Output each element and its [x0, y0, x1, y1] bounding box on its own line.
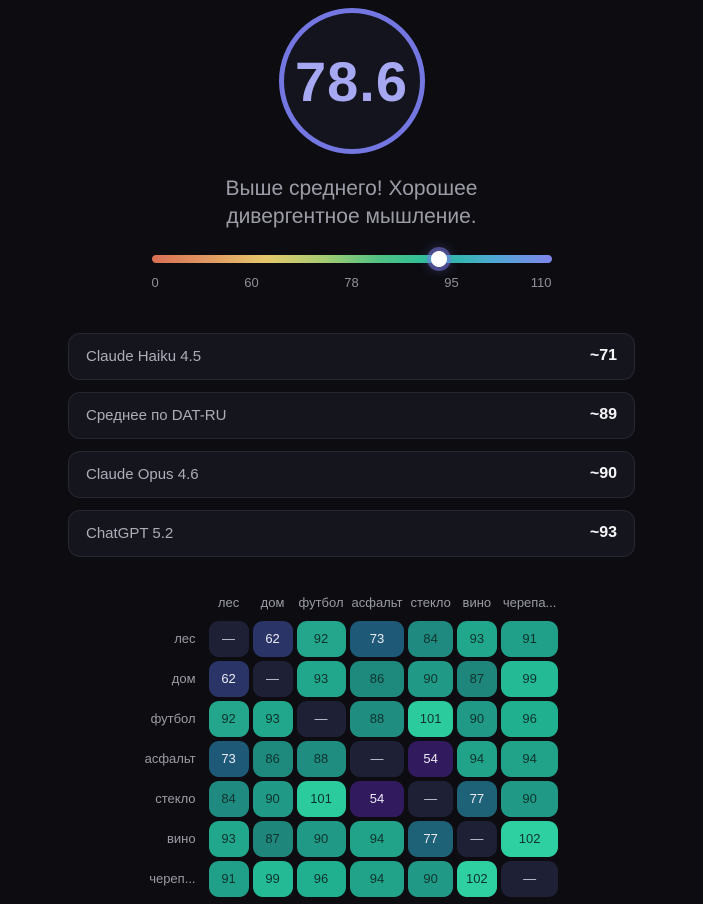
heatmap-cell: 73 [208, 740, 249, 777]
heatmap-diagonal-cell: — [349, 740, 405, 777]
heatmap-cell: 90 [408, 860, 453, 897]
heatmap-cell: 94 [456, 740, 497, 777]
heatmap-cell: 92 [208, 700, 249, 737]
heatmap-grid: лес дом футбол асфальт стекло вино черепа... ле… [145, 595, 559, 897]
heatmap-cell: 62 [252, 620, 293, 657]
heatmap-row-header: вино [166, 831, 196, 847]
heatmap-row-header: череп... [149, 871, 196, 887]
heatmap-cell: 94 [349, 820, 405, 857]
heatmap-cell: 102 [500, 820, 559, 857]
heatmap-cell: 54 [408, 740, 453, 777]
comparison-label: ChatGPT 5.2 [86, 524, 174, 542]
scale-thumb-marker [430, 250, 447, 267]
comparison-value: ~93 [589, 524, 617, 542]
heatmap-cell: 88 [296, 740, 346, 777]
scale-tick-label: 110 [530, 274, 552, 290]
heatmap-cell: 77 [456, 780, 497, 817]
heatmap-cell: 54 [349, 780, 405, 817]
heatmap-col-header: лес [217, 594, 240, 610]
heatmap-cell: 96 [500, 700, 559, 737]
heatmap-diagonal-cell: — [408, 780, 453, 817]
heatmap-cell: 87 [252, 820, 293, 857]
heatmap-cell: 99 [252, 860, 293, 897]
heatmap-cell: 84 [208, 780, 249, 817]
heatmap-col-header: футбол [298, 594, 344, 610]
scale-gradient-track [151, 250, 552, 267]
score-circle: 78.6 [278, 8, 425, 154]
comparison-row: Среднее по DAT-RU ~89 [68, 391, 635, 439]
heatmap-cell: 90 [252, 780, 293, 817]
heatmap-row-header: асфальт [144, 751, 196, 767]
heatmap-diagonal-cell: — [208, 620, 249, 657]
heatmap-cell: 102 [456, 860, 497, 897]
heatmap-cell: 92 [296, 620, 346, 657]
scale-tick-label: 95 [444, 274, 459, 290]
comparison-value: ~71 [589, 347, 617, 365]
comparison-label: Среднее по DAT-RU [86, 406, 227, 424]
heatmap-row-header: футбол [150, 711, 196, 727]
comparison-label: Claude Opus 4.6 [86, 465, 199, 483]
heatmap-diagonal-cell: — [456, 820, 497, 857]
heatmap-cell: 77 [408, 820, 453, 857]
comparison-row: ChatGPT 5.2 ~93 [68, 509, 635, 557]
comparison-value: ~89 [589, 406, 617, 424]
heatmap-row-header: дом [171, 671, 196, 687]
heatmap-cell: 91 [208, 860, 249, 897]
heatmap-diagonal-cell: — [296, 700, 346, 737]
heatmap-corner [145, 595, 205, 617]
heatmap-cell: 90 [456, 700, 497, 737]
score-subtitle: Выше среднего! Хорошее дивергентное мышл… [226, 175, 478, 232]
heatmap-cell: 93 [208, 820, 249, 857]
heatmap-diagonal-cell: — [252, 660, 293, 697]
heatmap-cell: 73 [349, 620, 405, 657]
score-scale: 0 60 78 95 110 [151, 250, 552, 291]
heatmap-cell: 93 [252, 700, 293, 737]
scale-tick-label: 0 [151, 274, 159, 290]
heatmap-col-header: черепа... [502, 594, 557, 610]
heatmap-cell: 87 [456, 660, 497, 697]
heatmap-diagonal-cell: — [500, 860, 559, 897]
heatmap-cell: 86 [252, 740, 293, 777]
heatmap-col-header: вино [462, 594, 492, 610]
heatmap-cell: 90 [408, 660, 453, 697]
heatmap-cell: 101 [296, 780, 346, 817]
heatmap-cell: 90 [500, 780, 559, 817]
comparison-value: ~90 [589, 465, 617, 483]
scale-tick-labels: 0 60 78 95 110 [152, 275, 552, 291]
heatmap-cell: 93 [296, 660, 346, 697]
heatmap-cell: 86 [349, 660, 405, 697]
comparison-row: Claude Opus 4.6 ~90 [68, 450, 635, 498]
heatmap-cell: 94 [500, 740, 559, 777]
score-value: 78.6 [295, 49, 408, 113]
comparison-list: Claude Haiku 4.5 ~71 Среднее по DAT-RU ~89 C… [68, 332, 635, 569]
score-subtitle-line2: дивергентное мышление. [226, 205, 477, 229]
heatmap-row-header: лес [174, 631, 196, 647]
scale-tick-label: 78 [344, 274, 359, 290]
word-distance-heatmap: лес дом футбол асфальт стекло вино черепа... ле… [145, 595, 559, 897]
heatmap-cell: 88 [349, 700, 405, 737]
heatmap-cell: 90 [296, 820, 346, 857]
heatmap-cell: 96 [296, 860, 346, 897]
scale-tick-label: 60 [244, 274, 259, 290]
score-subtitle-line1: Выше среднего! Хорошее [225, 177, 478, 200]
heatmap-cell: 62 [208, 660, 249, 697]
heatmap-col-header: стекло [410, 594, 451, 610]
heatmap-cell: 84 [408, 620, 453, 657]
heatmap-cell: 99 [500, 660, 559, 697]
comparison-label: Claude Haiku 4.5 [86, 347, 202, 365]
heatmap-cell: 91 [500, 620, 559, 657]
heatmap-row-header: стекло [155, 791, 196, 807]
heatmap-cell: 101 [408, 700, 453, 737]
comparison-row: Claude Haiku 4.5 ~71 [68, 332, 635, 380]
heatmap-cell: 93 [456, 620, 497, 657]
heatmap-cell: 94 [349, 860, 405, 897]
heatmap-col-header: дом [260, 594, 285, 610]
heatmap-col-header: асфальт [351, 594, 403, 610]
